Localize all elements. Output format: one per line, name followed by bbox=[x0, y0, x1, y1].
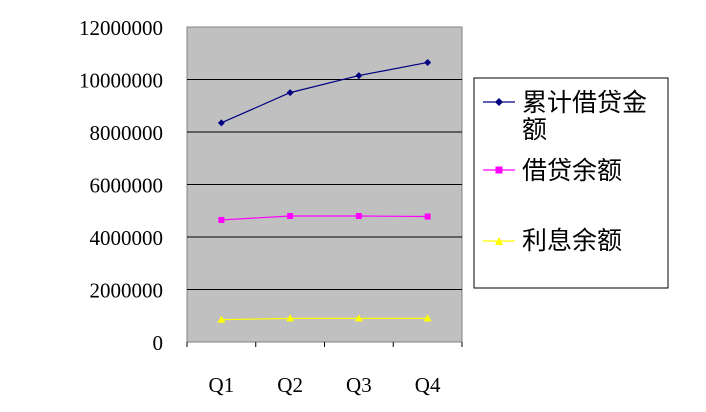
data-point bbox=[287, 213, 294, 219]
data-point bbox=[355, 72, 363, 80]
legend-marker-square-icon bbox=[495, 166, 503, 174]
series-line bbox=[221, 61, 428, 124]
y-tick-label: 4000000 bbox=[90, 226, 164, 250]
y-tick-label: 12000000 bbox=[79, 16, 163, 40]
legend-label-cumulative-line2: 额 bbox=[522, 115, 547, 144]
data-point bbox=[423, 314, 432, 322]
x-tick-label: Q3 bbox=[346, 373, 372, 397]
legend-item-interest: 利息余额 bbox=[483, 226, 622, 255]
data-point bbox=[424, 213, 431, 220]
series-1 bbox=[217, 58, 432, 127]
data-point bbox=[218, 216, 225, 223]
series-3 bbox=[217, 314, 432, 323]
data-point bbox=[355, 213, 362, 219]
series-line bbox=[221, 317, 428, 321]
x-tick-label: Q4 bbox=[415, 373, 441, 397]
y-tick-label: 0 bbox=[153, 331, 164, 355]
x-tick-label: Q2 bbox=[277, 373, 303, 397]
legend-label-cumulative-line1: 累计借贷金 bbox=[522, 88, 647, 117]
data-point bbox=[286, 314, 295, 322]
y-tick-label: 6000000 bbox=[90, 174, 164, 198]
data-point bbox=[217, 315, 226, 323]
legend-marker-diamond-icon bbox=[495, 98, 503, 106]
legend-box bbox=[473, 77, 669, 289]
legend-item-cumulative: 累计借贷金 额 bbox=[483, 88, 647, 144]
y-tick-label: 2000000 bbox=[90, 279, 164, 303]
data-point bbox=[217, 119, 225, 127]
data-point bbox=[424, 58, 432, 66]
data-point bbox=[354, 314, 363, 322]
y-tick-label: 10000000 bbox=[79, 69, 163, 93]
x-tick-label: Q1 bbox=[209, 373, 235, 397]
x-axis-tick-labels: Q1 Q2 Q3 Q4 bbox=[209, 373, 441, 397]
x-axis-tick-marks bbox=[186, 342, 463, 347]
series-group bbox=[217, 58, 432, 323]
y-axis-tick-labels: 0 2000000 4000000 6000000 8000000 10000000 120… bbox=[79, 16, 163, 355]
series-line bbox=[221, 215, 428, 221]
legend-label-balance: 借贷余额 bbox=[522, 156, 622, 185]
legend-item-balance: 借贷余额 bbox=[483, 156, 622, 185]
legend-marker-triangle-icon bbox=[495, 237, 503, 245]
series-2 bbox=[218, 213, 431, 223]
gridlines bbox=[187, 79, 462, 290]
data-point bbox=[286, 89, 294, 97]
legend-label-interest: 利息余额 bbox=[522, 226, 622, 255]
y-tick-label: 8000000 bbox=[90, 121, 164, 145]
